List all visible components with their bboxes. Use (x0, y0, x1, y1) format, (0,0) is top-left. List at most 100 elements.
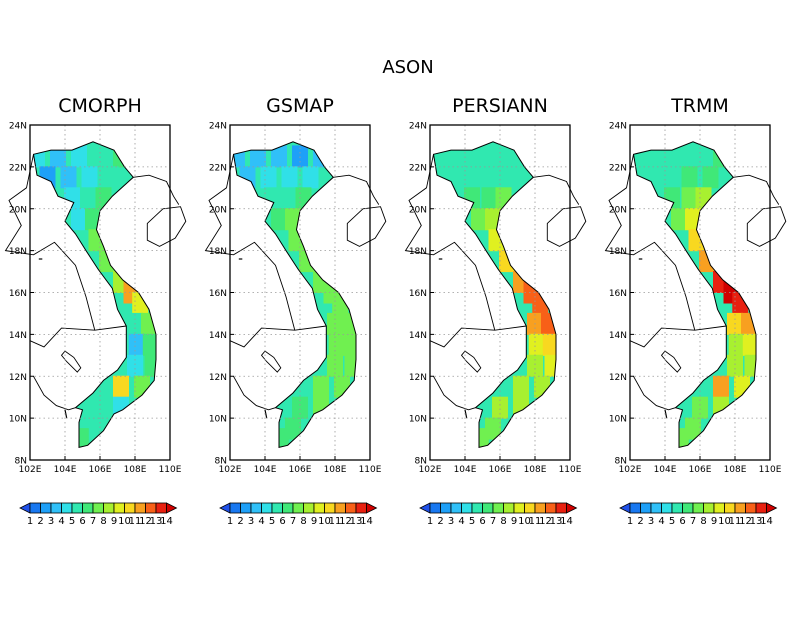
colorbar-label: 6 (279, 516, 285, 527)
country-border (733, 174, 780, 205)
vietnam-outline (432, 141, 557, 449)
colorbar-swatch (50, 502, 62, 514)
vietnam-outline (632, 141, 757, 449)
colorbar-swatch (482, 502, 494, 514)
precip-cell (102, 166, 119, 189)
precip-field (33, 141, 156, 448)
colorbar-swatch (229, 502, 241, 514)
lon-label: 104E (454, 465, 477, 475)
lat-label: 16N (9, 289, 27, 299)
precip-cell (744, 354, 756, 377)
colorbar-swatch (271, 502, 283, 514)
colorbar-swatch (250, 502, 262, 514)
lat-label: 16N (209, 289, 227, 299)
colorbar-swatch (640, 502, 652, 514)
colorbar-label: 3 (48, 516, 54, 527)
lon-label: 106E (689, 465, 712, 475)
precip-cell (450, 145, 466, 168)
figure-title: ASON (382, 57, 433, 78)
colorbar-low-arrow (19, 502, 31, 514)
country-border (629, 325, 727, 348)
colorbar-swatch (155, 502, 167, 514)
colorbar-swatch (471, 502, 483, 514)
country-border (433, 376, 476, 411)
lat-label: 24N (609, 122, 627, 132)
lon-label: 110E (559, 465, 582, 475)
island-mark (64, 409, 68, 419)
precip-cell (713, 396, 729, 419)
precip-cell (250, 145, 266, 168)
precip-cell (481, 166, 498, 189)
vietnam-outline (32, 141, 157, 449)
precip-cell (650, 145, 666, 168)
country-border (604, 154, 696, 331)
colorbar-swatch (555, 502, 567, 514)
precip-cell (633, 145, 645, 168)
colorbar-label: 8 (700, 516, 706, 527)
colorbar-label: 11 (529, 516, 542, 527)
country-border (229, 325, 327, 348)
colorbar-swatch (124, 502, 136, 514)
precip-cell (271, 208, 287, 231)
colorbar-swatch (61, 502, 73, 514)
precip-cell (671, 145, 687, 168)
precip-cell (81, 187, 98, 210)
precip-cell (33, 145, 45, 168)
colorbar-label: 10 (518, 516, 531, 527)
colorbar-swatch (513, 502, 525, 514)
colorbar-swatch (724, 502, 736, 514)
country-border (333, 174, 380, 205)
colorbar-label: 8 (100, 516, 106, 527)
colorbar-label: 13 (750, 516, 763, 527)
lat-label: 22N (9, 163, 27, 173)
precip-cell (492, 396, 508, 419)
lat-label: 22N (609, 163, 627, 173)
precip-cell (113, 375, 129, 398)
colorbar-label: 10 (118, 516, 131, 527)
colorbar-label: 1 (427, 516, 433, 527)
precip-cell (99, 250, 115, 273)
precip-cell (313, 375, 329, 398)
lon-label: 106E (489, 465, 512, 475)
gridlines (230, 125, 370, 460)
precip-cell (50, 145, 66, 168)
lat-label: 16N (609, 289, 627, 299)
colorbar-label: 11 (729, 516, 742, 527)
island-mark (664, 409, 668, 419)
colorbar-label: 12 (739, 516, 752, 527)
precip-cell (513, 375, 529, 398)
colorbar-label: 7 (90, 516, 96, 527)
colorbar-swatch (29, 502, 41, 514)
colorbar-swatch (324, 502, 336, 514)
colorbar-label: 4 (258, 516, 264, 527)
gridlines (30, 125, 170, 460)
country-border (533, 174, 580, 205)
land-base-fill (433, 141, 556, 448)
colorbar-swatch (282, 502, 294, 514)
colorbar-label: 14 (760, 516, 773, 527)
precip-cell (728, 333, 745, 356)
colorbar-swatch (703, 502, 715, 514)
colorbar-low-arrow (219, 502, 231, 514)
precip-cell (688, 229, 705, 252)
precip-cell (281, 166, 298, 189)
colorbar-label: 2 (237, 516, 243, 527)
lon-label: 110E (759, 465, 782, 475)
precip-cell (344, 354, 356, 377)
lon-label: 108E (324, 465, 347, 475)
lat-label: 10N (409, 415, 427, 425)
precip-cell (460, 166, 477, 189)
precip-cell (499, 250, 515, 273)
colorbar-swatch (755, 502, 767, 514)
lon-label: 110E (159, 465, 182, 475)
colorbar-swatch (661, 502, 673, 514)
lat-label: 24N (209, 122, 227, 132)
precip-cell (92, 396, 108, 419)
precip-cell (528, 333, 545, 356)
precip-cell (71, 208, 87, 231)
colorbar-swatch (450, 502, 462, 514)
